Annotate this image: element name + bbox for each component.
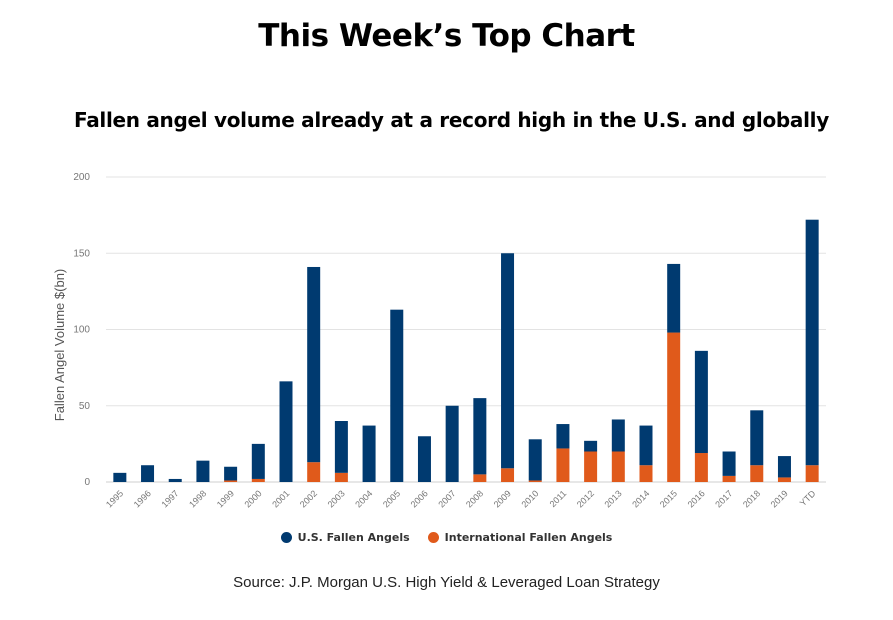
bar-international-2012[interactable] bbox=[584, 451, 598, 483]
bar-us-2001[interactable] bbox=[279, 381, 293, 482]
x-tick-label: 2003 bbox=[326, 488, 347, 509]
legend-label-international: International Fallen Angels bbox=[444, 531, 613, 544]
bar-international-2002[interactable] bbox=[307, 462, 321, 482]
y-axis-label: Fallen Angel Volume $(bn) bbox=[52, 269, 67, 421]
bar-international-2003[interactable] bbox=[334, 472, 348, 482]
bar-international-1999[interactable] bbox=[224, 480, 238, 482]
bar-us-2011[interactable] bbox=[556, 424, 570, 449]
x-tick-label: 2017 bbox=[713, 488, 734, 509]
x-tick-label: 2010 bbox=[519, 488, 540, 509]
bar-us-1998[interactable] bbox=[196, 460, 210, 482]
x-tick-label: 2011 bbox=[548, 488, 569, 509]
x-tick-label: 2002 bbox=[298, 488, 319, 509]
bar-international-2014[interactable] bbox=[639, 465, 653, 482]
legend-item-international[interactable]: International Fallen Angels bbox=[427, 531, 613, 544]
bar-us-2007[interactable] bbox=[445, 405, 459, 482]
stacked-bar-chart: 0 50 100 150 200 1995 1996 1997 1998 1999 2000 200… bbox=[52, 172, 826, 510]
x-tick-label: 2019 bbox=[769, 488, 790, 509]
bar-international-2011[interactable] bbox=[556, 448, 570, 482]
x-tick-label: 2001 bbox=[270, 488, 291, 509]
bar-us-2004[interactable] bbox=[362, 425, 376, 482]
bar-us-2016[interactable] bbox=[694, 350, 708, 454]
page-title: This Week’s Top Chart bbox=[258, 18, 635, 54]
bar-international-2010[interactable] bbox=[528, 480, 542, 482]
bar-us-1996[interactable] bbox=[141, 465, 155, 482]
legend-dot-international bbox=[427, 532, 439, 543]
bar-us-2019[interactable] bbox=[777, 456, 791, 478]
x-tick-label: 2012 bbox=[575, 488, 596, 509]
y-tick-label: 0 bbox=[84, 477, 90, 488]
bar-us-2015[interactable] bbox=[667, 263, 681, 333]
x-tick-label: 1998 bbox=[187, 488, 208, 509]
y-tick-label: 100 bbox=[73, 325, 90, 336]
legend-dot-us bbox=[280, 532, 292, 543]
bar-us-2018[interactable] bbox=[750, 410, 764, 466]
bar-international-2015[interactable] bbox=[667, 332, 681, 482]
y-tick-label: 200 bbox=[73, 172, 90, 183]
source-note: Source: J.P. Morgan U.S. High Yield & Le… bbox=[233, 574, 660, 591]
grid-lines bbox=[106, 176, 826, 483]
x-tick-label: 2007 bbox=[436, 488, 457, 509]
x-tick-label: 1995 bbox=[104, 488, 125, 509]
bar-us-YTD[interactable] bbox=[805, 219, 819, 466]
bar-international-2019[interactable] bbox=[777, 477, 791, 482]
bar-us-2009[interactable] bbox=[501, 253, 515, 469]
bar-international-2013[interactable] bbox=[611, 451, 625, 483]
x-tick-label: 2016 bbox=[686, 488, 707, 509]
x-tick-label: 2014 bbox=[630, 488, 651, 509]
x-tick-label: 2008 bbox=[464, 488, 485, 509]
bar-us-2017[interactable] bbox=[722, 451, 736, 476]
x-tick-label: YTD bbox=[798, 488, 818, 508]
bar-us-2013[interactable] bbox=[611, 419, 625, 452]
x-tick-label: 2006 bbox=[409, 488, 430, 509]
bar-us-2005[interactable] bbox=[390, 309, 404, 482]
bars bbox=[113, 219, 819, 483]
bar-us-2002[interactable] bbox=[307, 266, 321, 463]
y-tick-label: 50 bbox=[79, 401, 91, 412]
bar-international-2017[interactable] bbox=[722, 475, 736, 482]
bar-us-1997[interactable] bbox=[168, 478, 182, 482]
legend: U.S. Fallen Angels International Fallen … bbox=[0, 531, 893, 544]
x-tick-label: 2013 bbox=[602, 488, 623, 509]
bar-us-2000[interactable] bbox=[251, 443, 265, 479]
bar-us-1999[interactable] bbox=[224, 466, 238, 481]
x-tick-label: 2000 bbox=[242, 488, 263, 509]
bar-us-2012[interactable] bbox=[584, 440, 598, 452]
bar-us-2008[interactable] bbox=[473, 398, 487, 475]
x-tick-label: 1996 bbox=[132, 488, 153, 509]
x-tick-label: 2005 bbox=[381, 488, 402, 509]
x-tick-label: 2009 bbox=[492, 488, 513, 509]
y-tick-labels: 0 50 100 150 200 bbox=[73, 172, 90, 488]
x-tick-label: 2015 bbox=[658, 488, 679, 509]
x-tick-labels: 1995 1996 1997 1998 1999 2000 2001 2002 2003 2004… bbox=[104, 488, 818, 510]
bar-international-YTD[interactable] bbox=[805, 465, 819, 482]
bar-international-2016[interactable] bbox=[694, 453, 708, 482]
chart-title: Fallen angel volume already at a record … bbox=[74, 108, 829, 132]
bar-us-1995[interactable] bbox=[113, 472, 127, 482]
x-tick-label: 1999 bbox=[215, 488, 236, 509]
bar-international-2000[interactable] bbox=[251, 478, 265, 482]
bar-us-2003[interactable] bbox=[334, 421, 348, 473]
y-tick-label: 150 bbox=[73, 248, 90, 259]
legend-label-us: U.S. Fallen Angels bbox=[297, 531, 410, 544]
x-tick-label: 1997 bbox=[159, 488, 180, 509]
legend-item-us[interactable]: U.S. Fallen Angels bbox=[280, 531, 410, 544]
x-tick-label: 2018 bbox=[741, 488, 762, 509]
bar-us-2010[interactable] bbox=[528, 439, 542, 481]
bar-us-2014[interactable] bbox=[639, 425, 653, 466]
bar-international-2009[interactable] bbox=[501, 468, 515, 482]
bar-us-2006[interactable] bbox=[417, 436, 431, 482]
bar-international-2008[interactable] bbox=[473, 474, 487, 482]
bar-international-2018[interactable] bbox=[750, 465, 764, 482]
x-tick-label: 2004 bbox=[353, 488, 374, 509]
